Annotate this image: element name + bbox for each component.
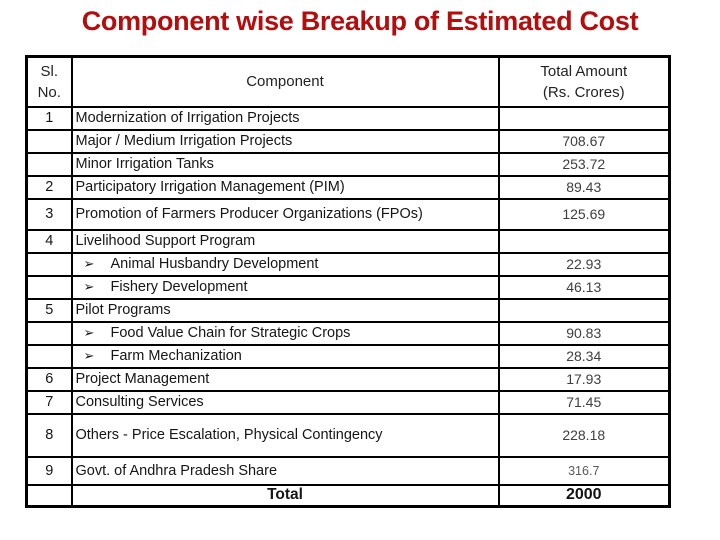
table-row: 4 Livelihood Support Program	[25, 228, 671, 254]
component-cell: Participatory Irrigation Management (PIM…	[70, 174, 500, 200]
component-cell: Pilot Programs	[70, 297, 500, 323]
amount-cell: 17.93	[497, 366, 671, 392]
sl-no-cell: 7	[25, 389, 73, 415]
sl-no-cell: 1	[25, 105, 73, 131]
total-label: Total	[70, 483, 500, 508]
component-cell: Others - Price Escalation, Physical Cont…	[70, 412, 500, 458]
sl-no-cell	[25, 251, 73, 277]
table-row: 7 Consulting Services 71.45	[25, 389, 671, 415]
sl-no-cell	[25, 151, 73, 177]
component-cell: ➢ Farm Mechanization	[70, 343, 500, 369]
cost-breakup-table: Sl. No. Component Total Amount (Rs. Cror…	[25, 55, 671, 508]
component-cell: Promotion of Farmers Producer Organizati…	[70, 197, 500, 231]
table-row: 8 Others - Price Escalation, Physical Co…	[25, 412, 671, 458]
amount-cell: 253.72	[497, 151, 671, 177]
amount-cell: 316.7	[497, 455, 671, 486]
arrow-bullet-icon: ➢	[83, 348, 95, 363]
table-row: Major / Medium Irrigation Projects 708.6…	[25, 128, 671, 154]
amount-cell: 228.18	[497, 412, 671, 458]
component-cell: ➢ Food Value Chain for Strategic Crops	[70, 320, 500, 346]
amount-cell	[497, 228, 671, 254]
component-cell: Minor Irrigation Tanks	[70, 151, 500, 177]
component-cell: ➢ Fishery Development	[70, 274, 500, 300]
sl-no-cell	[25, 320, 73, 346]
table-row: ➢ Animal Husbandry Development 22.93	[25, 251, 671, 277]
header-component: Component	[70, 55, 500, 108]
amount-cell	[497, 297, 671, 323]
amount-cell: 22.93	[497, 251, 671, 277]
component-label: Fishery Development	[110, 279, 248, 295]
amount-cell: 708.67	[497, 128, 671, 154]
amount-cell: 89.43	[497, 174, 671, 200]
amount-cell: 46.13	[497, 274, 671, 300]
component-cell: Livelihood Support Program	[70, 228, 500, 254]
page-title: Component wise Breakup of Estimated Cost	[81, 6, 639, 36]
arrow-bullet-icon: ➢	[83, 325, 95, 340]
amount-cell: 90.83	[497, 320, 671, 346]
amount-cell: 28.34	[497, 343, 671, 369]
table-row: 5 Pilot Programs	[25, 297, 671, 323]
arrow-bullet-icon: ➢	[83, 279, 95, 294]
component-label: Food Value Chain for Strategic Crops	[110, 325, 351, 341]
table-row: 2 Participatory Irrigation Management (P…	[25, 174, 671, 200]
sl-no-cell: 8	[25, 412, 73, 458]
table-row: 1 Modernization of Irrigation Projects	[25, 105, 671, 131]
sl-no-cell: 9	[25, 455, 73, 486]
header-total-amount: Total Amount (Rs. Crores)	[497, 55, 671, 108]
total-amount: 2000	[497, 483, 671, 508]
header-sl-no: Sl. No.	[25, 55, 73, 108]
sl-no-cell: 3	[25, 197, 73, 231]
table-row: 3 Promotion of Farmers Producer Organiza…	[25, 197, 671, 231]
component-label: Animal Husbandry Development	[110, 256, 319, 272]
table-row: 9 Govt. of Andhra Pradesh Share 316.7	[25, 455, 671, 486]
component-cell: ➢ Animal Husbandry Development	[70, 251, 500, 277]
component-cell: Consulting Services	[70, 389, 500, 415]
sl-no-cell: 6	[25, 366, 73, 392]
sl-no-cell	[25, 483, 73, 508]
table-row: 6 Project Management 17.93	[25, 366, 671, 392]
component-cell: Modernization of Irrigation Projects	[70, 105, 500, 131]
table-row: ➢ Farm Mechanization 28.34	[25, 343, 671, 369]
sl-no-cell: 4	[25, 228, 73, 254]
sl-no-cell	[25, 274, 73, 300]
sl-no-cell: 2	[25, 174, 73, 200]
table-row: ➢ Fishery Development 46.13	[25, 274, 671, 300]
component-cell: Govt. of Andhra Pradesh Share	[70, 455, 500, 486]
table-header-row: Sl. No. Component Total Amount (Rs. Cror…	[25, 55, 671, 108]
amount-cell: 71.45	[497, 389, 671, 415]
component-cell: Major / Medium Irrigation Projects	[70, 128, 500, 154]
component-label: Farm Mechanization	[110, 348, 242, 364]
arrow-bullet-icon: ➢	[83, 256, 95, 271]
amount-cell: 125.69	[497, 197, 671, 231]
sl-no-cell	[25, 343, 73, 369]
table-total-row: Total 2000	[25, 483, 671, 508]
sl-no-cell	[25, 128, 73, 154]
amount-cell	[497, 105, 671, 131]
table-row: Minor Irrigation Tanks 253.72	[25, 151, 671, 177]
component-cell: Project Management	[70, 366, 500, 392]
table-row: ➢ Food Value Chain for Strategic Crops 90…	[25, 320, 671, 346]
sl-no-cell: 5	[25, 297, 73, 323]
